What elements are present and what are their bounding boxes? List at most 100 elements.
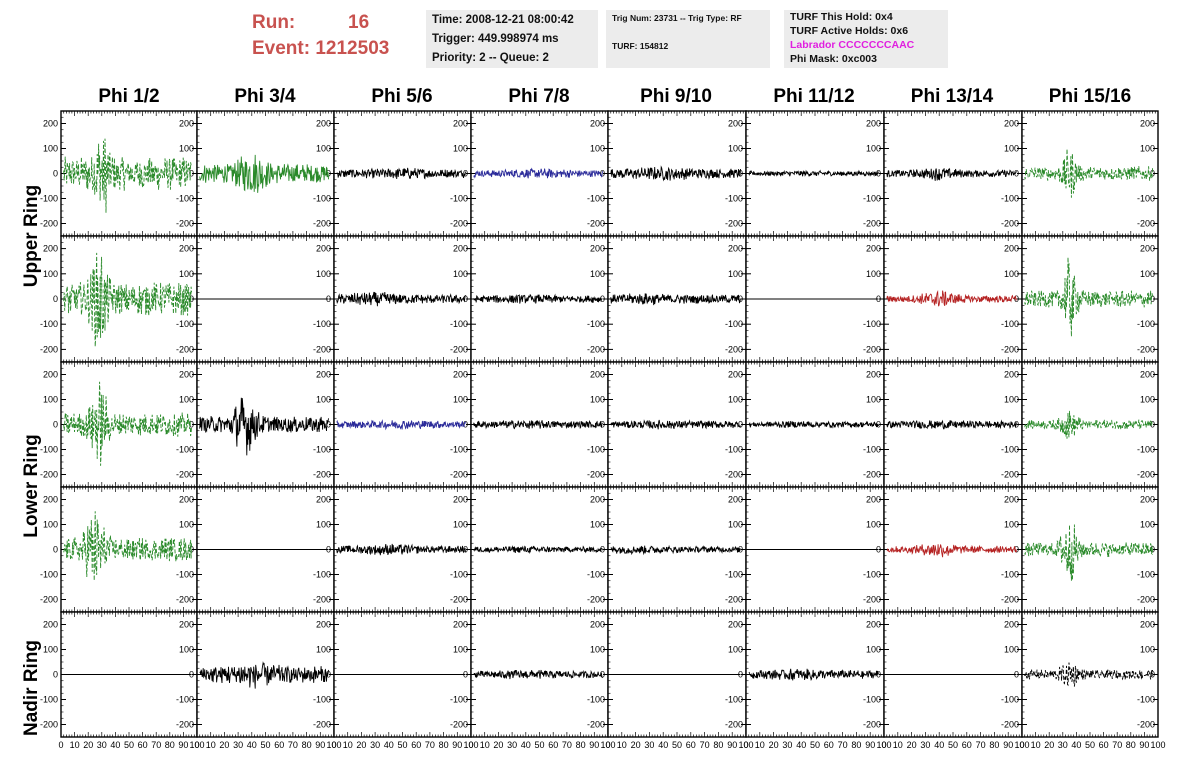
ytick-label-left: 0	[53, 294, 58, 304]
ytick-label-right: -200	[725, 470, 743, 480]
ytick-label-right: 200	[453, 620, 468, 630]
ytick-label-right: 100	[179, 645, 194, 655]
xtick-label: 90	[452, 740, 462, 750]
xtick-label: 80	[302, 740, 312, 750]
ytick-label-right: -100	[1137, 445, 1155, 455]
ytick-label-left: 0	[53, 670, 58, 680]
ytick-label-right: -200	[450, 720, 468, 730]
xtick-label: 100	[463, 740, 478, 750]
ytick-label-right: -200	[450, 595, 468, 605]
ytick-label-right: 200	[179, 620, 194, 630]
waveform-trace	[748, 169, 879, 177]
ytick-label-right: 0	[463, 294, 468, 304]
panel-r2-c3: -200 -100 0 100 200	[470, 361, 609, 488]
ytick-label-right: -100	[587, 319, 605, 329]
ytick-label-right: 200	[590, 119, 605, 129]
ytick-label-left: 200	[43, 370, 58, 380]
waveform-trace	[473, 419, 603, 430]
ytick-label-right: -100	[587, 194, 605, 204]
ytick-label-right: -200	[176, 720, 194, 730]
ytick-label-right: -200	[313, 470, 331, 480]
ytick-label-right: -100	[176, 570, 194, 580]
panel-frame	[883, 361, 1023, 488]
xtick-label: 90	[315, 740, 325, 750]
ytick-label-right: 100	[590, 645, 605, 655]
ytick-label-right: -100	[450, 445, 468, 455]
xtick-label: 40	[247, 740, 257, 750]
xtick-label: 70	[425, 740, 435, 750]
xtick-label: 60	[411, 740, 421, 750]
ytick-label-right: 200	[728, 119, 743, 129]
ytick-label-right: 100	[866, 520, 881, 530]
ytick-label-right: -200	[1137, 219, 1155, 229]
ytick-label-left: -100	[40, 695, 58, 705]
panel-r2-c0: -200 -200 -100 -100 0 0 100 100 200 200	[40, 361, 198, 488]
xtick-label: 30	[370, 740, 380, 750]
ytick-label-right: 100	[316, 269, 331, 279]
waveform-trace	[886, 419, 1017, 430]
ytick-label-right: -200	[725, 344, 743, 354]
ytick-label-right: 0	[189, 294, 194, 304]
ytick-label-right: 100	[453, 645, 468, 655]
time-info-box: Time: 2008-12-21 08:00:42 Trigger: 449.9…	[426, 10, 598, 68]
ytick-label-right: -200	[176, 344, 194, 354]
ytick-label-right: -200	[587, 470, 605, 480]
waveform-trace	[1024, 524, 1154, 581]
ytick-label-left: 0	[53, 169, 58, 179]
ytick-label-left: 200	[43, 495, 58, 505]
waveform-trace	[886, 167, 1017, 181]
waveform-trace	[1024, 410, 1153, 439]
panel-frame	[196, 361, 335, 488]
ytick-label-left: 100	[43, 395, 58, 405]
phi-header-1: Phi 1/2	[98, 86, 160, 107]
ytick-label-right: -200	[1001, 344, 1019, 354]
ytick-label-right: 200	[590, 244, 605, 254]
ytick-label-left: 100	[43, 645, 58, 655]
ytick-label-right: 100	[590, 144, 605, 154]
xtick-label: 100	[326, 740, 341, 750]
ytick-label-right: 100	[866, 395, 881, 405]
panel-r0-c6: -200 -100 0 100 200	[883, 110, 1023, 237]
ytick-label-right: 200	[1004, 119, 1019, 129]
ytick-label-right: 100	[453, 520, 468, 530]
ytick-label-right: -100	[450, 570, 468, 580]
ytick-label-right: 100	[728, 144, 743, 154]
xtick-label: 50	[124, 740, 134, 750]
waveform-trace	[336, 543, 466, 556]
ytick-label-left: -200	[40, 344, 58, 354]
waveform-trace	[748, 420, 879, 429]
ytick-label-right: -100	[1137, 319, 1155, 329]
waveform-trace	[1024, 148, 1154, 198]
ytick-label-right: -100	[313, 194, 331, 204]
ytick-label-right: 100	[1140, 269, 1155, 279]
ytick-label-right: -200	[863, 470, 881, 480]
ytick-label-left: -200	[40, 219, 58, 229]
ytick-label-right: -200	[1137, 470, 1155, 480]
ytick-label-right: -200	[725, 595, 743, 605]
xtick-label: 50	[260, 740, 270, 750]
ytick-label-right: 200	[453, 370, 468, 380]
ytick-label-right: -200	[863, 595, 881, 605]
waveform-trace	[63, 138, 192, 213]
xtick-label: 100	[189, 740, 204, 750]
ytick-label-right: 200	[590, 620, 605, 630]
ytick-label-right: -100	[313, 445, 331, 455]
ytick-label-left: 200	[43, 119, 58, 129]
ytick-label-right: 100	[453, 269, 468, 279]
ytick-label-right: -100	[1001, 319, 1019, 329]
ytick-label-right: 200	[316, 244, 331, 254]
waveform-trace	[63, 511, 193, 581]
phi-header-3: Phi 5/6	[371, 86, 433, 107]
panel-frame	[60, 361, 198, 488]
xtick-label: 10	[70, 740, 80, 750]
ytick-label-right: -200	[587, 344, 605, 354]
